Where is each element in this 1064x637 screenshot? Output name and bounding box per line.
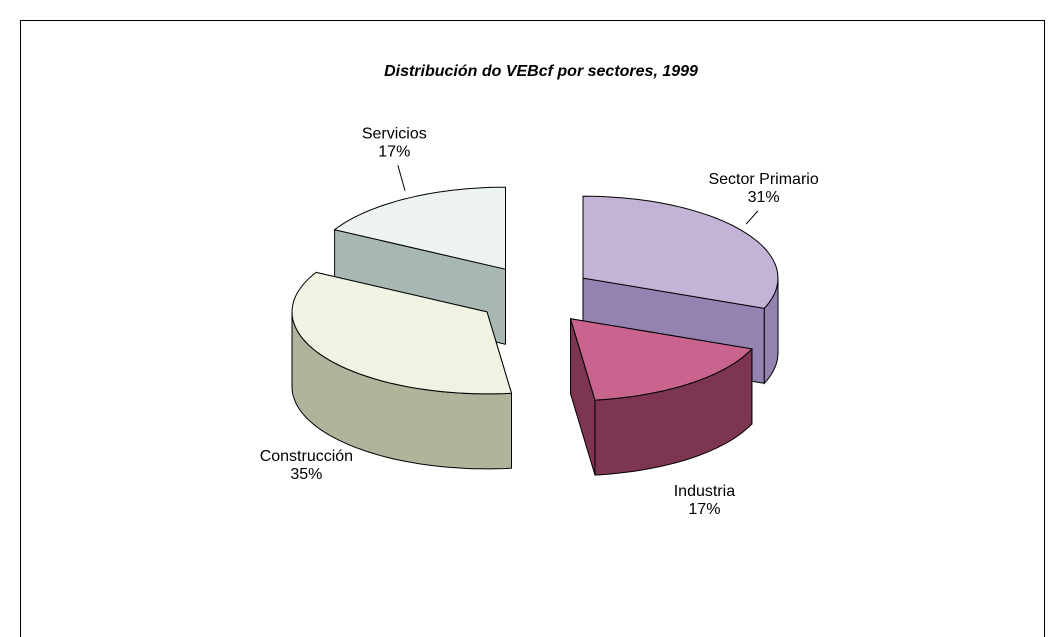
slice [582,195,779,309]
leader-line [745,210,759,225]
chart-title: Distribución do VEBcf por sectores, 1999 [384,63,698,80]
slice-label: Industria [674,483,735,500]
leader-line [397,165,406,191]
slice-value-label: 31% [748,189,780,206]
slice [569,318,753,401]
slice [291,271,513,395]
slice-label: Sector Primario [708,171,818,188]
slice-value-label: 17% [378,144,410,161]
slice-label: Servicios [362,126,427,143]
slice-label: Construcción [260,448,353,465]
chart-frame [20,20,1045,637]
slice [333,186,506,270]
slice-value-label: 17% [688,501,720,518]
slice-value-label: 35% [290,466,322,483]
